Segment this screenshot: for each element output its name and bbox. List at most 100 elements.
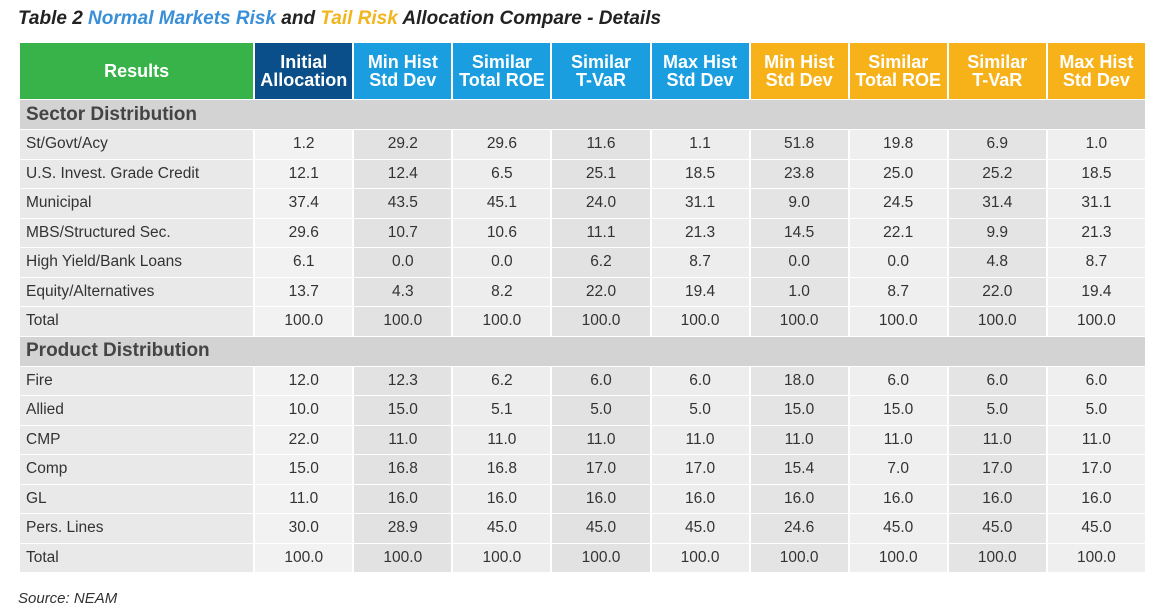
- table-cell: 11.0: [354, 425, 452, 454]
- table-cell: 6.5: [453, 159, 551, 188]
- table-cell: 22.0: [948, 277, 1046, 306]
- row-label: High Yield/Bank Loans: [20, 248, 254, 277]
- table-cell: 100.0: [453, 307, 551, 336]
- table-cell: 14.5: [750, 218, 848, 247]
- title-prefix: Table 2: [18, 8, 89, 29]
- table-cell: 45.1: [453, 189, 551, 218]
- table-cell: 24.0: [552, 189, 650, 218]
- row-label: Comp: [20, 455, 254, 484]
- table-cell: 31.1: [1047, 189, 1145, 218]
- table-cell: 19.8: [849, 130, 947, 159]
- row-label: MBS/Structured Sec.: [20, 218, 254, 247]
- table-row: MBS/Structured Sec. 29.6 10.7 10.6 11.1 21.3 1…: [20, 218, 1145, 247]
- table-cell: 13.7: [255, 277, 353, 306]
- header-row: Results Initial Allocation Min Hist Std De…: [20, 43, 1145, 99]
- table-row: Total 100.0 100.0 100.0 100.0 100.0 100.0 100.0…: [20, 307, 1145, 336]
- table-cell: 11.0: [1047, 425, 1145, 454]
- table-cell: 17.0: [1047, 455, 1145, 484]
- header-normal-min-hist-std-dev: Min Hist Std Dev: [354, 43, 452, 99]
- table-cell: 28.9: [354, 514, 452, 543]
- title-normal-markets-risk: Normal Markets Risk: [88, 8, 277, 29]
- table-cell: 100.0: [948, 307, 1046, 336]
- table-cell: 25.2: [948, 159, 1046, 188]
- table-cell: 45.0: [453, 514, 551, 543]
- table-cell: 22.0: [255, 425, 353, 454]
- table-cell: 51.8: [750, 130, 848, 159]
- row-label: St/Govt/Acy: [20, 130, 254, 159]
- row-label: Pers. Lines: [20, 514, 254, 543]
- table-cell: 1.1: [651, 130, 749, 159]
- table-cell: 8.7: [651, 248, 749, 277]
- table-cell: 11.6: [552, 130, 650, 159]
- table-cell: 16.0: [552, 484, 650, 513]
- row-label: Municipal: [20, 189, 254, 218]
- table-cell: 100.0: [453, 543, 551, 572]
- table-cell: 0.0: [849, 248, 947, 277]
- table-cell: 25.1: [552, 159, 650, 188]
- table-row: GL 11.0 16.0 16.0 16.0 16.0 16.0 16.0 16.0 16.0: [20, 484, 1145, 513]
- table-cell: 15.0: [255, 455, 353, 484]
- table-body: Sector Distribution St/Govt/Acy 1.2 29.2 29.…: [20, 100, 1145, 572]
- table-cell: 15.0: [354, 396, 452, 425]
- table-cell: 5.0: [552, 396, 650, 425]
- header-tail-max-hist-std-dev: Max Hist Std Dev: [1047, 43, 1145, 99]
- table-cell: 6.0: [552, 366, 650, 395]
- source-note: Source: NEAM: [18, 590, 118, 607]
- table-cell: 31.4: [948, 189, 1046, 218]
- header-initial-allocation: Initial Allocation: [255, 43, 353, 99]
- table-cell: 6.0: [651, 366, 749, 395]
- section-title: Sector Distribution: [20, 100, 1145, 129]
- table-cell: 6.1: [255, 248, 353, 277]
- row-label: Total: [20, 307, 254, 336]
- row-label: Fire: [20, 366, 254, 395]
- table-cell: 15.0: [849, 396, 947, 425]
- table-cell: 16.0: [849, 484, 947, 513]
- table-cell: 100.0: [255, 307, 353, 336]
- table-cell: 16.0: [750, 484, 848, 513]
- table-cell: 100.0: [750, 307, 848, 336]
- table-cell: 16.0: [948, 484, 1046, 513]
- table-cell: 100.0: [651, 307, 749, 336]
- table-cell: 12.0: [255, 366, 353, 395]
- table-cell: 100.0: [1047, 543, 1145, 572]
- table-title: Table 2 Normal Markets Risk and Tail Ris…: [18, 8, 661, 30]
- table-cell: 17.0: [948, 455, 1046, 484]
- header-normal-similar-tvar: Similar T-VaR: [552, 43, 650, 99]
- table-row: Comp 15.0 16.8 16.8 17.0 17.0 15.4 7.0 17.0 17.0: [20, 455, 1145, 484]
- table-cell: 29.6: [453, 130, 551, 159]
- row-label: Equity/Alternatives: [20, 277, 254, 306]
- table-row: St/Govt/Acy 1.2 29.2 29.6 11.6 1.1 51.8 19.8 6.9…: [20, 130, 1145, 159]
- table-cell: 15.0: [750, 396, 848, 425]
- table-cell: 23.8: [750, 159, 848, 188]
- table-cell: 100.0: [750, 543, 848, 572]
- title-tail-risk: Tail Risk: [320, 8, 398, 29]
- table-cell: 100.0: [849, 543, 947, 572]
- table-cell: 19.4: [1047, 277, 1145, 306]
- table-cell: 100.0: [552, 307, 650, 336]
- table-cell: 21.3: [1047, 218, 1145, 247]
- table-cell: 24.5: [849, 189, 947, 218]
- row-label: Total: [20, 543, 254, 572]
- table-cell: 100.0: [552, 543, 650, 572]
- table-cell: 15.4: [750, 455, 848, 484]
- table-cell: 43.5: [354, 189, 452, 218]
- table-cell: 6.0: [849, 366, 947, 395]
- table-row: Allied 10.0 15.0 5.1 5.0 5.0 15.0 15.0 5.0 5.0: [20, 396, 1145, 425]
- table-cell: 19.4: [651, 277, 749, 306]
- table-cell: 45.0: [948, 514, 1046, 543]
- table-cell: 11.0: [453, 425, 551, 454]
- table-cell: 10.6: [453, 218, 551, 247]
- table-cell: 8.7: [849, 277, 947, 306]
- allocation-table: Results Initial Allocation Min Hist Std De…: [18, 42, 1147, 573]
- table-cell: 100.0: [849, 307, 947, 336]
- table-cell: 37.4: [255, 189, 353, 218]
- section-header-row: Product Distribution: [20, 336, 1145, 366]
- table-cell: 12.1: [255, 159, 353, 188]
- table-cell: 16.8: [453, 455, 551, 484]
- table-cell: 18.5: [1047, 159, 1145, 188]
- table-cell: 29.6: [255, 218, 353, 247]
- table-cell: 22.1: [849, 218, 947, 247]
- table-cell: 8.7: [1047, 248, 1145, 277]
- table-row: Municipal 37.4 43.5 45.1 24.0 31.1 9.0 24.5 31.4…: [20, 189, 1145, 218]
- table-cell: 16.0: [354, 484, 452, 513]
